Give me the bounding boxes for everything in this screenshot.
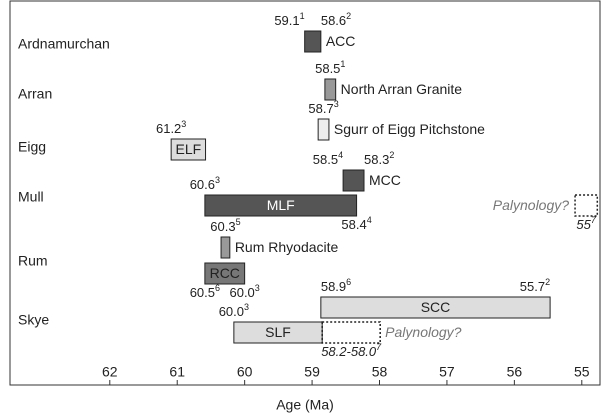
range-bar (204, 262, 246, 285)
reference-superscript: 3 (255, 283, 260, 293)
category-label: Eigg (18, 139, 46, 155)
category-label: Arran (18, 86, 52, 102)
x-tick-label: 58 (372, 364, 388, 380)
range-bar (170, 138, 207, 161)
range-bar (574, 194, 599, 217)
reference-superscript: 1 (340, 59, 345, 69)
date-annotation: 60.03 (219, 302, 249, 319)
date-annotation: 61.23 (156, 119, 186, 136)
reference-superscript: 3 (181, 119, 186, 129)
x-tick-label: 59 (304, 364, 320, 380)
x-tick-label: 55 (574, 364, 590, 380)
reference-superscript: 2 (545, 277, 550, 287)
bar-label: MLF (267, 197, 295, 213)
date-value: 58.5 (315, 61, 340, 76)
range-bar (317, 118, 330, 141)
bar-label: MCC (369, 172, 401, 188)
date-annotation: 557 (576, 215, 596, 232)
x-tick-label: 61 (169, 364, 185, 380)
range-bar (320, 296, 551, 319)
bar-label: Rum Rhyodacite (235, 239, 339, 255)
date-value: 58.3 (364, 152, 389, 167)
range-bar (204, 194, 358, 217)
reference-superscript: 5 (236, 217, 241, 227)
date-annotation: 55.72 (520, 277, 550, 294)
date-value: 60.0 (219, 304, 244, 319)
x-axis-label: Age (Ma) (276, 397, 334, 413)
bar-label: SLF (265, 324, 291, 340)
date-value: 58.7 (308, 101, 333, 116)
date-value: 60.3 (210, 219, 235, 234)
reference-superscript: 2 (389, 150, 394, 160)
date-value: 61.2 (156, 121, 181, 136)
date-annotation: 60.56 (190, 283, 220, 300)
date-value: 55.7 (520, 279, 545, 294)
x-tick-label: 56 (507, 364, 523, 380)
date-annotation: 58.51 (315, 59, 345, 76)
category-label: Skye (18, 312, 49, 328)
date-value: 58.9 (321, 279, 346, 294)
bar-label: Palynology? (493, 197, 569, 213)
range-bar (324, 78, 337, 101)
date-value: 58.4 (341, 217, 366, 232)
date-value: 58.5 (313, 152, 338, 167)
x-tick-label: 57 (439, 364, 455, 380)
date-annotation: 58.32 (364, 150, 394, 167)
reference-superscript: 3 (215, 175, 220, 185)
bar-label: ELF (176, 141, 202, 157)
bar-label: ACC (326, 33, 356, 49)
x-tick-label: 60 (237, 364, 253, 380)
plot-frame (9, 0, 601, 386)
range-bar (233, 321, 323, 344)
bar-label: North Arran Granite (341, 81, 463, 97)
date-annotation: 58.73 (308, 99, 338, 116)
range-bar (220, 236, 231, 259)
range-bar (304, 30, 322, 53)
date-annotation: 59.11 (274, 11, 304, 28)
date-annotation: 58.54 (313, 150, 343, 167)
reference-superscript: 4 (367, 215, 372, 225)
reference-superscript: 3 (334, 99, 339, 109)
date-annotation: 60.63 (190, 175, 220, 192)
date-annotation: 60.35 (210, 217, 240, 234)
reference-superscript: 2 (346, 11, 351, 21)
reference-superscript: 7 (591, 215, 597, 225)
reference-superscript: 6 (346, 277, 351, 287)
date-value: 60.6 (190, 177, 215, 192)
date-value: 60.5 (190, 285, 215, 300)
bar-label: Palynology? (385, 324, 461, 340)
bar-label: SCC (421, 299, 451, 315)
reference-superscript: 1 (300, 11, 305, 21)
date-annotation: 58.96 (321, 277, 351, 294)
date-annotation: 58.62 (321, 11, 351, 28)
date-value: 60.0 (229, 285, 254, 300)
date-value: 58.6 (321, 13, 346, 28)
date-annotation: 58.2-58.07 (321, 342, 382, 359)
reference-superscript: 6 (215, 283, 220, 293)
bar-label: RCC (210, 265, 240, 281)
category-label: Mull (18, 189, 44, 205)
reference-superscript: 7 (376, 342, 382, 352)
x-tick-label: 62 (102, 364, 118, 380)
date-value: 55 (576, 217, 591, 232)
range-bar (342, 169, 365, 192)
range-bar (321, 321, 381, 344)
reference-superscript: 3 (244, 302, 249, 312)
bar-label: Sgurr of Eigg Pitchstone (334, 121, 485, 137)
reference-superscript: 4 (338, 150, 343, 160)
category-label: Ardnamurchan (18, 36, 110, 52)
date-annotation: 60.03 (229, 283, 259, 300)
date-annotation: 58.44 (341, 215, 371, 232)
date-value: 58.2-58.0 (321, 344, 377, 359)
category-label: Rum (18, 253, 48, 269)
date-value: 59.1 (274, 13, 299, 28)
